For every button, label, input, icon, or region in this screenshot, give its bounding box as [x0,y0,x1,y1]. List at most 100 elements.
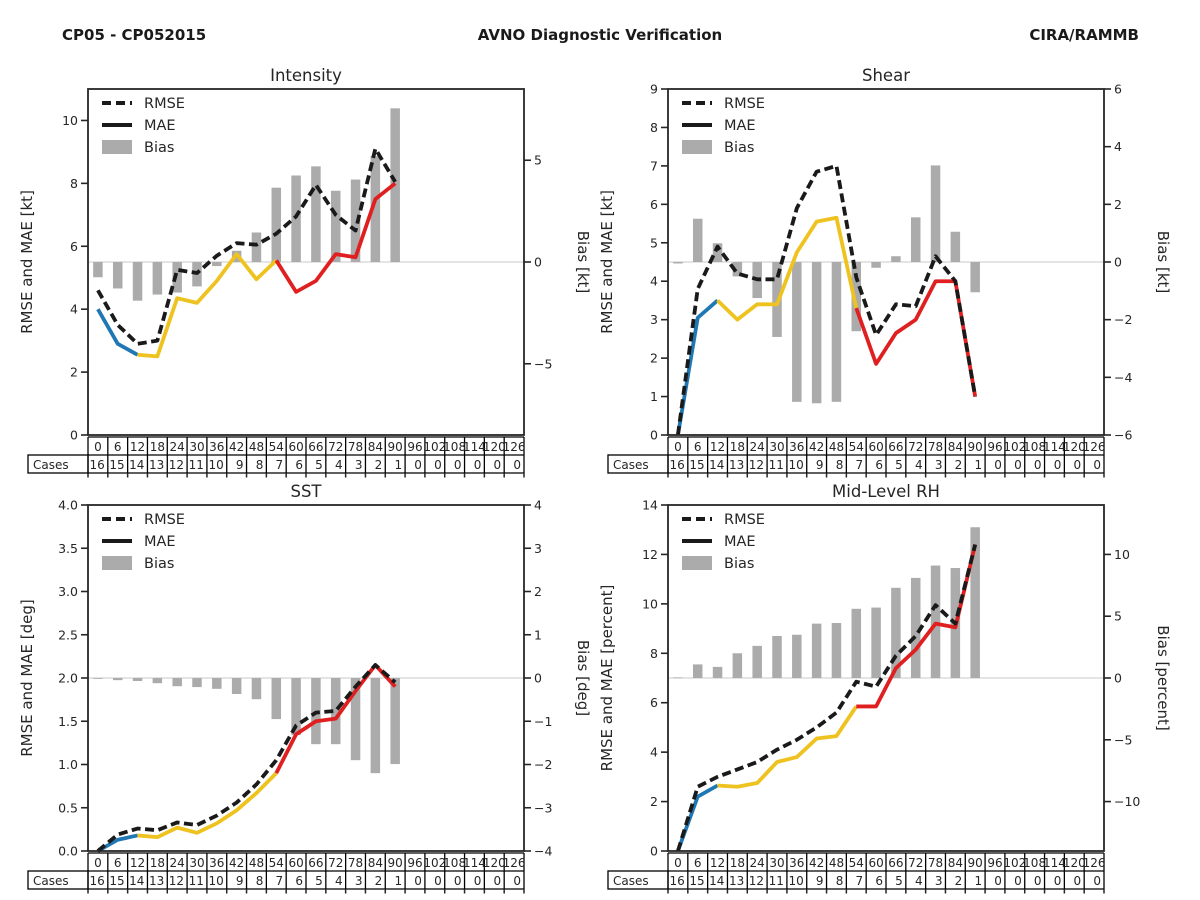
hour-label: 30 [769,440,784,454]
left-tick-label: 5 [650,235,658,250]
right-tick-label: 10 [1114,547,1130,562]
bias-bars [673,527,980,679]
bias-bar [871,262,881,268]
bias-bar [172,262,182,293]
hour-label: 48 [829,856,844,870]
cases-count: 0 [414,874,422,888]
bias-bar [891,587,901,678]
right-tick-label: −4 [534,844,552,859]
right-tick-label: −6 [1114,428,1132,443]
bias-bar [271,678,282,720]
bias-bar [390,678,400,765]
right-tick-label: −4 [1114,370,1132,385]
right-tick-label: 2 [534,584,542,599]
bias-bar [772,635,782,678]
cases-count: 6 [875,458,883,472]
right-tick-label: 0 [1114,255,1122,270]
chart-title: Intensity [270,66,342,85]
bias-bar [132,678,143,682]
cases-count: 14 [709,874,724,888]
bias-bar [112,678,123,681]
hour-label: 24 [750,856,765,870]
left-tick-label: 4 [70,302,78,317]
left-tick-label: 2 [650,351,658,366]
left-tick-label: 6 [650,197,658,212]
bias-bar [350,179,361,262]
left-tick-label: 1 [650,389,658,404]
right-axis-label: Bias [kt] [574,231,592,294]
right-axis-label: Bias [percent] [1154,625,1172,730]
cases-count: 9 [236,874,244,888]
bias-bar [93,262,103,278]
legend-mae-label: MAE [724,118,756,134]
forecast-hour-table: 0166151214181324123011361042948854760666… [27,436,526,478]
cases-count: 5 [315,874,323,888]
hour-label: 48 [249,440,264,454]
cases-count: 13 [149,458,164,472]
hour-label: 126 [503,856,526,870]
cases-count: 16 [670,458,685,472]
hour-label: 102 [1003,856,1026,870]
bias-bar [350,678,361,761]
bias-bar [251,232,262,262]
hour-label: 42 [229,440,244,454]
cases-count: 5 [315,458,323,472]
cases-count: 0 [434,458,442,472]
cases-count: 14 [709,458,724,472]
cases-count: 0 [454,458,462,472]
hour-label: 60 [288,856,303,870]
hour-label: 72 [908,856,923,870]
cases-count: 13 [149,874,164,888]
forecast-hour-table: 0166151214181324123011361042948854760666… [607,436,1106,478]
hour-label: 6 [114,440,122,454]
cases-count: 10 [788,874,803,888]
hour-label: 126 [1083,856,1106,870]
left-tick-label: 8 [70,176,78,191]
left-tick-label: 7 [650,158,658,173]
hour-label: 90 [968,856,983,870]
cases-count: 3 [355,874,363,888]
hour-label: 102 [423,856,446,870]
hour-label: 114 [1043,856,1066,870]
left-tick-label: 2.5 [58,627,78,642]
hour-label: 72 [328,440,343,454]
left-tick-label: 14 [642,498,658,513]
bias-bar [970,262,980,293]
right-tick-label: 0 [534,255,542,270]
hour-label: 12 [710,856,725,870]
hour-label: 12 [130,856,145,870]
cases-count: 2 [955,874,963,888]
legend-bias-label: Bias [144,556,174,572]
right-tick-label: −2 [1114,312,1132,327]
mae-segment-mae_red [856,544,978,709]
hour-label: 96 [987,856,1002,870]
bias-bar [950,231,961,262]
hour-label: 6 [694,856,702,870]
bias-bar [172,678,182,687]
cases-count: 1 [974,458,982,472]
hour-label: 0 [674,856,682,870]
chart-title: SST [290,482,322,501]
right-tick-label: 4 [1114,139,1122,154]
rmse-line [676,163,978,436]
hour-label: 24 [170,856,185,870]
cases-count: 7 [276,874,284,888]
bias-bar [152,678,163,684]
bias-bar [152,262,163,295]
left-tick-label: 1.5 [58,714,78,729]
mae-segment-mae_yellow [137,252,278,359]
cases-count: 2 [375,874,383,888]
hour-label: 36 [789,440,804,454]
hour-label: 18 [150,440,165,454]
hour-label: 66 [888,856,903,870]
hour-label: 42 [809,856,824,870]
hour-label: 114 [463,856,486,870]
right-tick-label: 2 [1114,197,1122,212]
cases-count: 4 [915,874,923,888]
legend-bias-sample [102,140,132,154]
cases-count: 8 [836,458,844,472]
mae-line [676,544,978,852]
cases-count: 11 [189,458,204,472]
